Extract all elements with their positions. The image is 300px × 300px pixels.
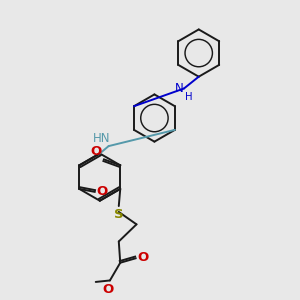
Text: N: N <box>175 82 184 95</box>
Text: H: H <box>184 92 192 102</box>
Text: S: S <box>114 208 124 221</box>
Text: O: O <box>90 145 102 158</box>
Text: HN: HN <box>93 132 110 145</box>
Text: O: O <box>137 251 148 264</box>
Text: O: O <box>97 185 108 198</box>
Text: O: O <box>103 283 114 296</box>
